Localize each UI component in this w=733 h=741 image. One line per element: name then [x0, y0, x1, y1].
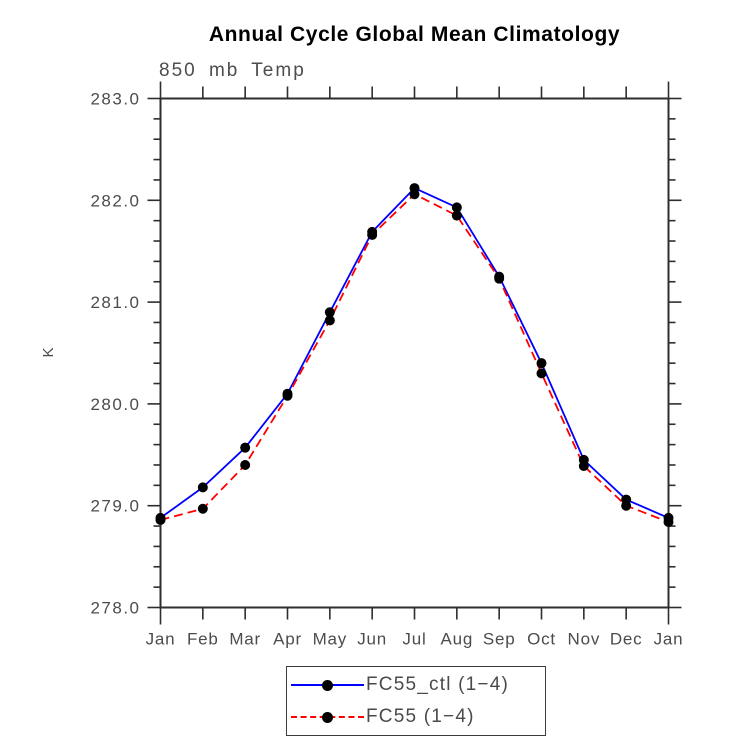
- x-tick-label: Aug: [441, 630, 474, 649]
- x-tick-label: Nov: [568, 630, 601, 649]
- circle-marker-icon: [322, 711, 333, 723]
- series-line-1: [160, 193, 669, 523]
- x-tick-label: Jul: [402, 630, 426, 649]
- x-tick-label: Jun: [357, 630, 387, 649]
- data-point-series-0: [197, 482, 208, 493]
- y-tick-label: 279.0: [90, 497, 140, 516]
- y-tick-label: 281.0: [90, 293, 140, 312]
- x-tick-label: Feb: [187, 630, 219, 649]
- data-point-series-1: [663, 516, 674, 527]
- circle-marker-icon: [322, 679, 333, 691]
- data-point-series-1: [367, 229, 378, 240]
- data-point-series-1: [451, 210, 462, 221]
- x-tick-label: Oct: [527, 630, 556, 649]
- data-point-series-1: [324, 315, 335, 326]
- x-tick-label: Jan: [146, 630, 176, 649]
- y-tick-label: 280.0: [90, 395, 140, 414]
- legend-entry-fc55: FC55 (1−4): [287, 701, 545, 733]
- y-tick-label: 278.0: [90, 599, 140, 618]
- data-point-series-1: [621, 500, 632, 511]
- y-axis-title: K: [40, 346, 57, 357]
- data-point-series-1: [155, 514, 166, 525]
- x-tick-label: May: [313, 630, 348, 649]
- x-tick-label: Sep: [483, 630, 516, 649]
- data-point-series-0: [240, 442, 251, 453]
- legend-line-sample-solid: [291, 679, 364, 691]
- data-point-series-1: [536, 368, 547, 379]
- legend-entry-fc55-ctl: FC55_ctl (1−4): [287, 669, 545, 701]
- y-tick-label: 282.0: [90, 191, 140, 210]
- x-tick-label: Mar: [229, 630, 261, 649]
- data-point-series-1: [578, 460, 589, 471]
- legend-label: FC55 (1−4): [366, 706, 475, 727]
- data-point-series-1: [240, 459, 251, 470]
- y-tick-label: 283.0: [90, 90, 140, 109]
- legend-label: FC55_ctl (1−4): [366, 674, 509, 695]
- data-point-series-0: [536, 358, 547, 369]
- x-tick-label: Jan: [654, 630, 684, 649]
- x-tick-label: Apr: [273, 630, 302, 649]
- data-point-series-0: [324, 307, 335, 318]
- legend-line-sample-dashed: [291, 711, 364, 723]
- data-point-series-1: [409, 189, 420, 200]
- data-point-series-1: [494, 273, 505, 284]
- legend-box: FC55_ctl (1−4) FC55 (1−4): [286, 666, 546, 736]
- x-tick-label: Dec: [610, 630, 643, 649]
- data-point-series-0: [451, 202, 462, 213]
- data-point-series-1: [197, 503, 208, 514]
- chart-title: Annual Cycle Global Mean Climatology: [208, 23, 621, 46]
- series-line-0: [159, 187, 669, 519]
- chart-subtitle: 850 mb Temp: [159, 60, 306, 81]
- axis-frame: [159, 97, 670, 609]
- data-point-series-1: [282, 390, 293, 401]
